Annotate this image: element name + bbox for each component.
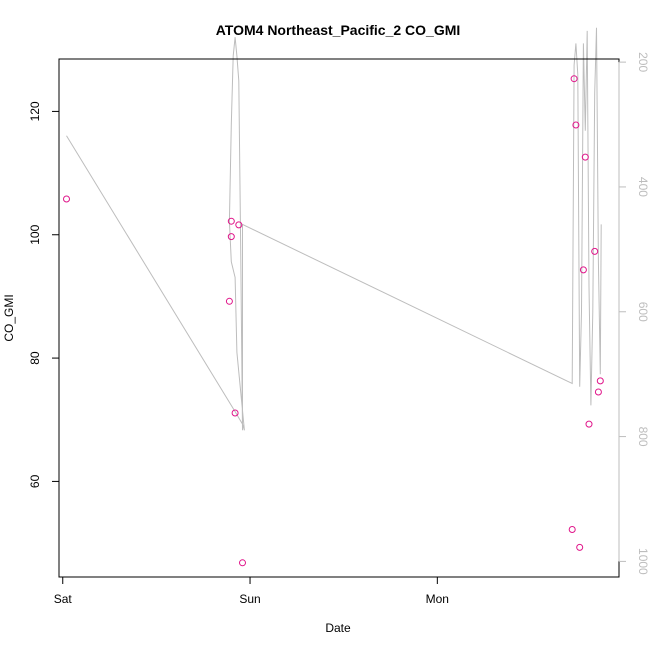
chart-title: ATOM4 Northeast_Pacific_2 CO_GMI xyxy=(216,22,461,38)
data-point xyxy=(596,377,604,385)
data-point xyxy=(239,559,246,567)
data-point xyxy=(568,526,576,533)
y-axis-right: 200 400 600 800 1000 xyxy=(618,52,650,575)
y2-tick-label: 200 xyxy=(636,52,650,72)
data-point xyxy=(227,233,235,241)
y-tick-label: 80 xyxy=(28,351,42,365)
x-tick-label: Sat xyxy=(54,592,73,606)
series-line xyxy=(66,27,602,431)
data-point xyxy=(570,75,578,83)
y2-tick-label: 600 xyxy=(636,302,650,322)
y2-tick-label: 1000 xyxy=(636,548,650,575)
data-point xyxy=(591,247,599,255)
data-point xyxy=(63,195,70,203)
data-point xyxy=(576,543,584,551)
x-tick-label: Mon xyxy=(426,592,449,606)
plot-border xyxy=(58,58,620,578)
data-point xyxy=(227,217,235,225)
data-point xyxy=(225,297,233,305)
y-axis-left: 60 80 100 120 xyxy=(28,101,60,488)
x-axis: Sat Sun Mon xyxy=(54,576,449,606)
y2-tick-label: 800 xyxy=(636,427,650,447)
x-tick-label: Sun xyxy=(239,592,260,606)
data-point xyxy=(572,121,580,129)
y-axis-label: CO_GMI xyxy=(2,294,16,341)
data-point xyxy=(594,388,602,396)
data-point xyxy=(235,221,243,229)
y-tick-label: 100 xyxy=(28,224,42,244)
data-point xyxy=(579,266,587,274)
y-tick-label: 120 xyxy=(28,101,42,121)
data-point xyxy=(231,409,239,417)
series-points xyxy=(63,75,604,567)
data-point xyxy=(581,153,589,161)
y2-tick-label: 400 xyxy=(636,177,650,197)
y-tick-label: 60 xyxy=(28,474,42,488)
x-axis-label: Date xyxy=(325,621,351,635)
series-lines xyxy=(66,27,602,431)
data-point xyxy=(585,420,593,428)
